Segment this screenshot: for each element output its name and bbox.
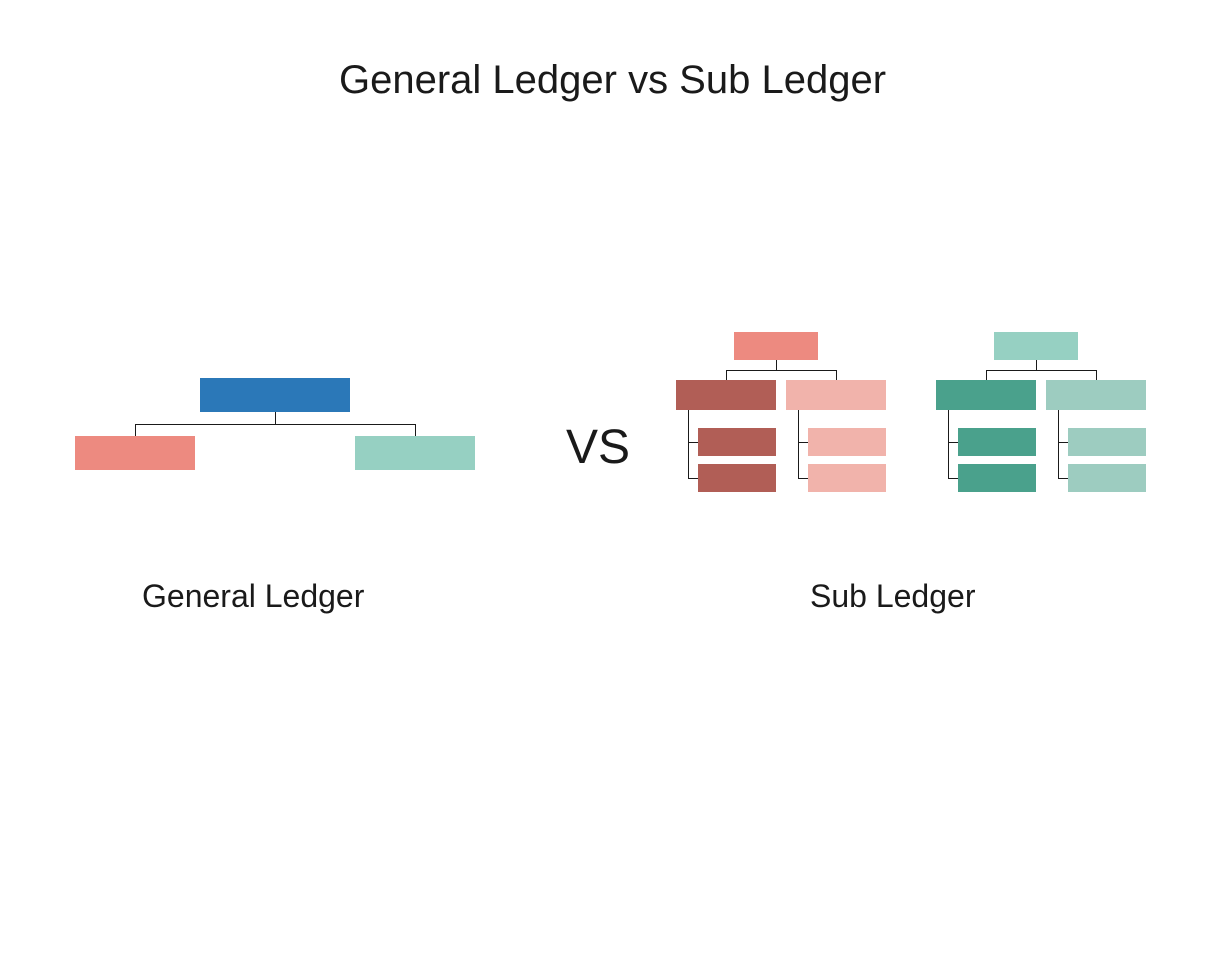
diagram-box xyxy=(355,436,475,470)
diagram-connector xyxy=(1096,370,1097,380)
diagram-connector xyxy=(986,370,987,380)
diagram-connector xyxy=(776,360,777,370)
diagram-connector xyxy=(948,442,958,443)
diagram-connector xyxy=(948,478,958,479)
diagram-box xyxy=(958,464,1036,492)
diagram-box xyxy=(676,380,776,410)
diagram-box xyxy=(786,380,886,410)
diagram-connector xyxy=(948,410,949,478)
caption-general-ledger: General Ledger xyxy=(142,578,364,615)
diagram-box xyxy=(698,464,776,492)
vs-label: VS xyxy=(566,420,630,475)
diagram-box xyxy=(994,332,1078,360)
diagram-connector xyxy=(688,478,698,479)
diagram-connector xyxy=(836,370,837,380)
diagram-connector xyxy=(275,412,276,424)
diagram-box xyxy=(734,332,818,360)
diagram-connector xyxy=(798,478,808,479)
diagram-box xyxy=(936,380,1036,410)
diagram-connector xyxy=(1036,360,1037,370)
diagram-connector xyxy=(415,424,416,436)
diagram-box xyxy=(958,428,1036,456)
diagram-box xyxy=(1068,428,1146,456)
diagram-connector xyxy=(135,424,136,436)
diagram-connector xyxy=(1058,478,1068,479)
diagram-connector xyxy=(798,442,808,443)
diagram-connector xyxy=(726,370,836,371)
diagram-connector xyxy=(688,442,698,443)
diagram-box xyxy=(1068,464,1146,492)
diagram-box xyxy=(200,378,350,412)
general-ledger-diagram xyxy=(75,378,475,498)
diagram-box xyxy=(808,464,886,492)
diagram-connector xyxy=(1058,410,1059,478)
diagram-box xyxy=(75,436,195,470)
diagram-box xyxy=(1046,380,1146,410)
diagram-connector xyxy=(1058,442,1068,443)
page-title: General Ledger vs Sub Ledger xyxy=(0,58,1225,103)
diagram-connector xyxy=(688,410,689,478)
diagram-connector xyxy=(726,370,727,380)
diagram-box xyxy=(808,428,886,456)
diagram-connector xyxy=(135,424,415,425)
sub-ledger-diagram xyxy=(676,332,1176,552)
diagram-connector xyxy=(986,370,1096,371)
diagram-box xyxy=(698,428,776,456)
caption-sub-ledger: Sub Ledger xyxy=(810,578,975,615)
diagram-connector xyxy=(798,410,799,478)
